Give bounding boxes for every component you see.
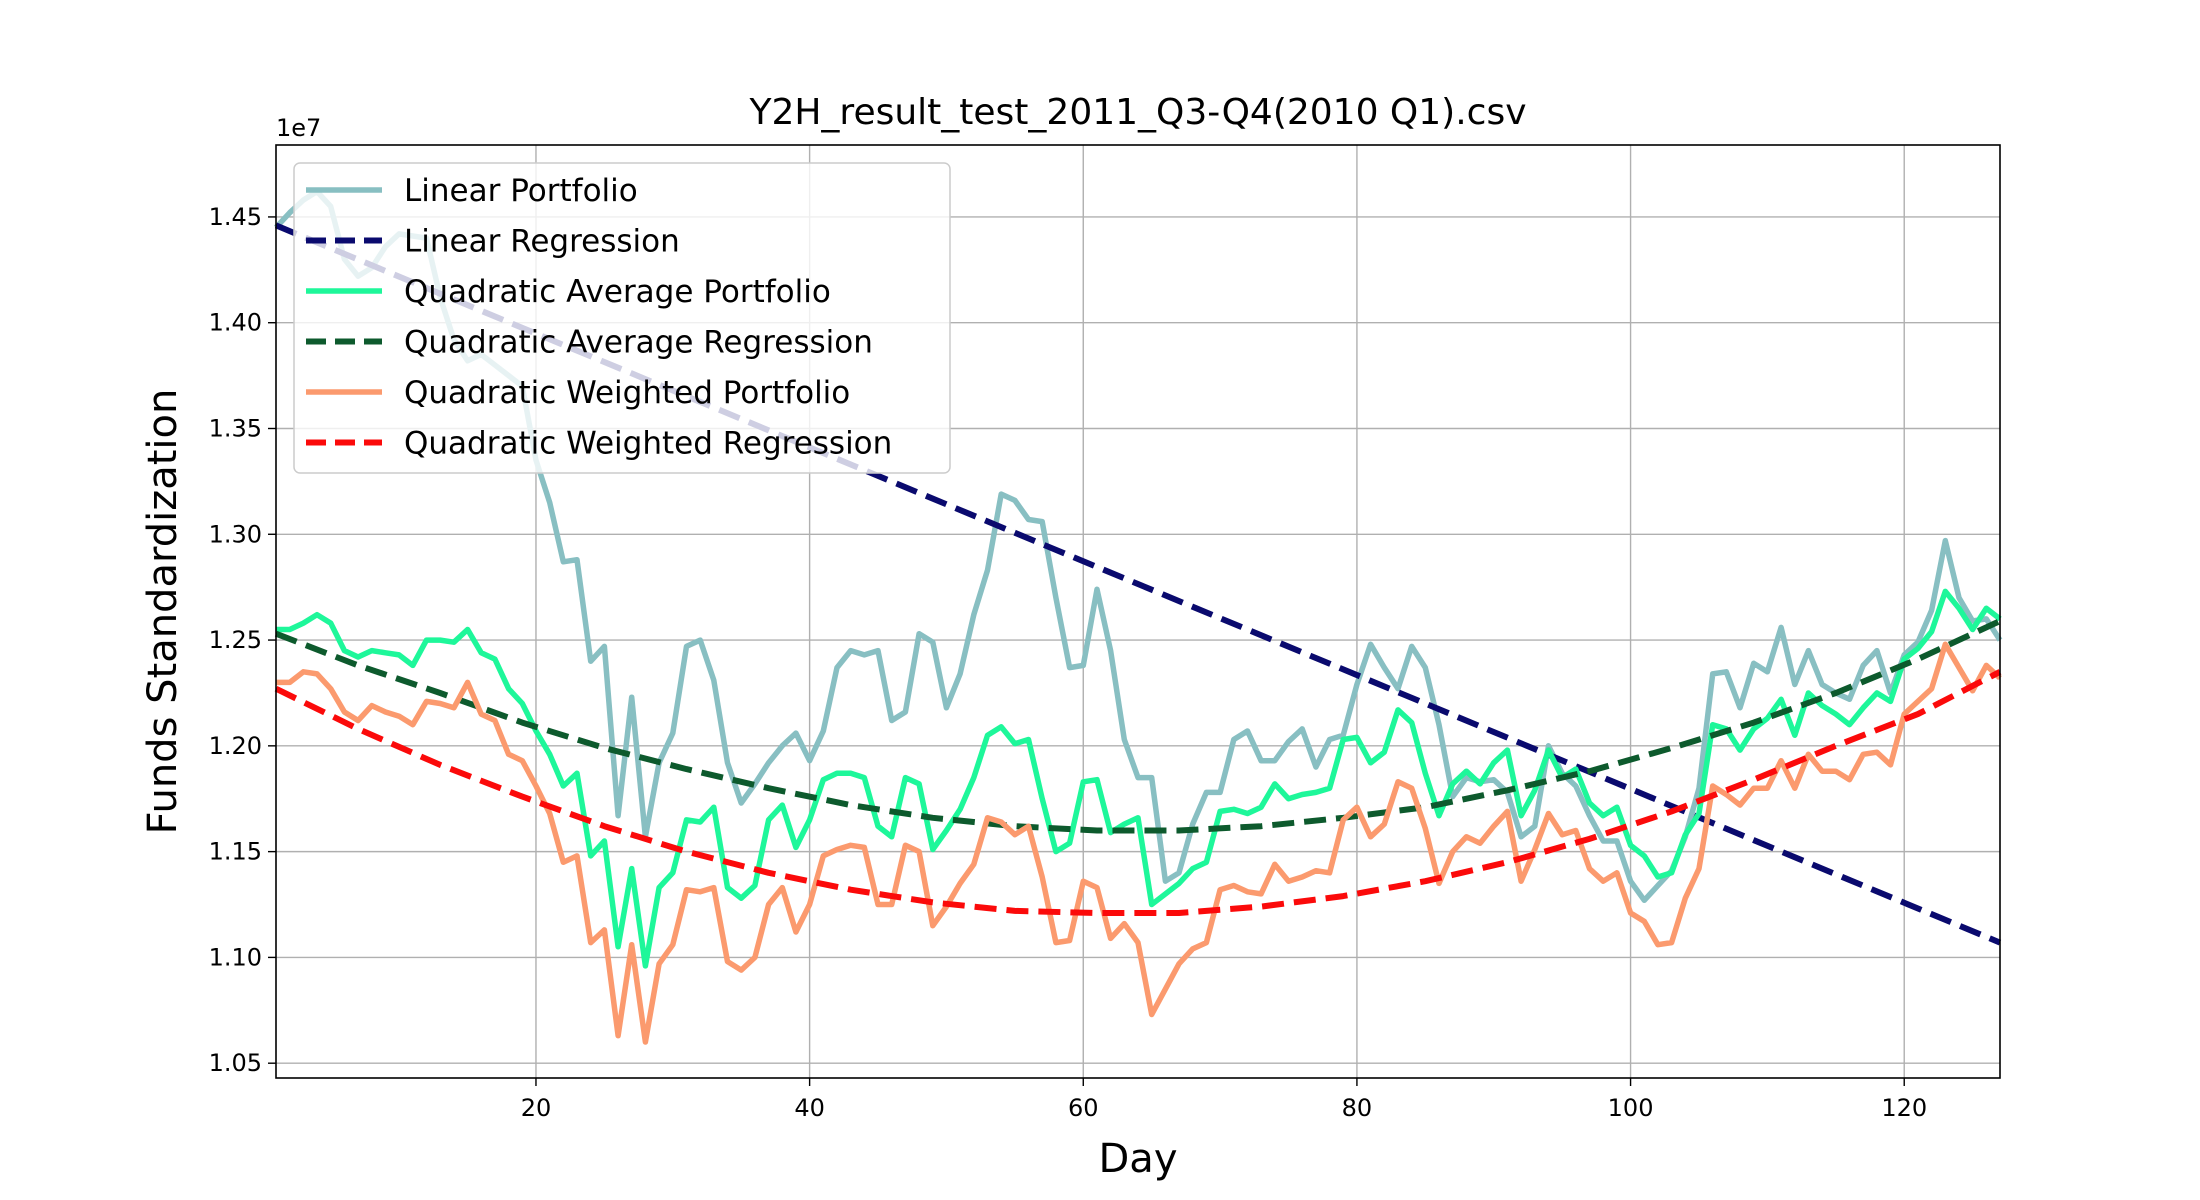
chart-title: Y2H_result_test_2011_Q3-Q4(2010 Q1).csv <box>748 92 1526 133</box>
y-axis-label: Funds Standardization <box>140 389 186 835</box>
legend-box <box>293 162 951 474</box>
y-tick-label: 1.40 <box>209 309 262 337</box>
y-tick-label: 1.15 <box>209 838 262 866</box>
plot-frame <box>275 144 2001 1079</box>
y-tick-label: 1.35 <box>209 414 262 442</box>
x-tick-label: 100 <box>1608 1094 1654 1122</box>
legend-label: Linear Regression <box>404 224 680 260</box>
x-axis-label: Day <box>1099 1136 1178 1182</box>
y-tick-label: 1.30 <box>209 520 262 548</box>
x-tick-label: 40 <box>794 1094 825 1122</box>
x-tick-label: 80 <box>1342 1094 1373 1122</box>
y-tick-label: 1.20 <box>209 732 262 760</box>
series-line-3 <box>276 588 2002 969</box>
y-tick-label: 1.25 <box>209 626 262 654</box>
series-line-1 <box>273 188 2003 904</box>
x-tick-label: 20 <box>521 1094 552 1122</box>
legend: Linear Portfolio Linear Regression Quadrat… <box>293 162 951 474</box>
legend-label: Quadratic Weighted Portfolio <box>404 375 850 411</box>
legend-label: Quadratic Average Regression <box>404 325 873 361</box>
legend-label: Linear Portfolio <box>404 173 638 209</box>
x-axis: 20 40 60 80 100 120 <box>521 1078 1927 1122</box>
series-line-5 <box>276 641 2002 1045</box>
y-axis-offset-label: 1e7 <box>276 114 321 142</box>
legend-label: Quadratic Weighted Regression <box>404 426 892 462</box>
y-tick-label: 1.10 <box>209 943 262 971</box>
grid <box>276 145 2000 1078</box>
x-tick-label: 120 <box>1881 1094 1927 1122</box>
y-axis: 1.05 1.10 1.15 1.20 1.25 1.30 1.35 1.40 1.45 <box>209 203 276 1077</box>
y-tick-label: 1.45 <box>209 203 262 231</box>
series-line-2 <box>274 222 2002 946</box>
series-layer <box>273 188 2003 1045</box>
series-line-6 <box>274 669 2002 916</box>
x-tick-label: 60 <box>1068 1094 1099 1122</box>
y-tick-label: 1.05 <box>209 1049 262 1077</box>
legend-label: Quadratic Average Portfolio <box>404 274 831 310</box>
series-line-4 <box>274 618 2002 834</box>
